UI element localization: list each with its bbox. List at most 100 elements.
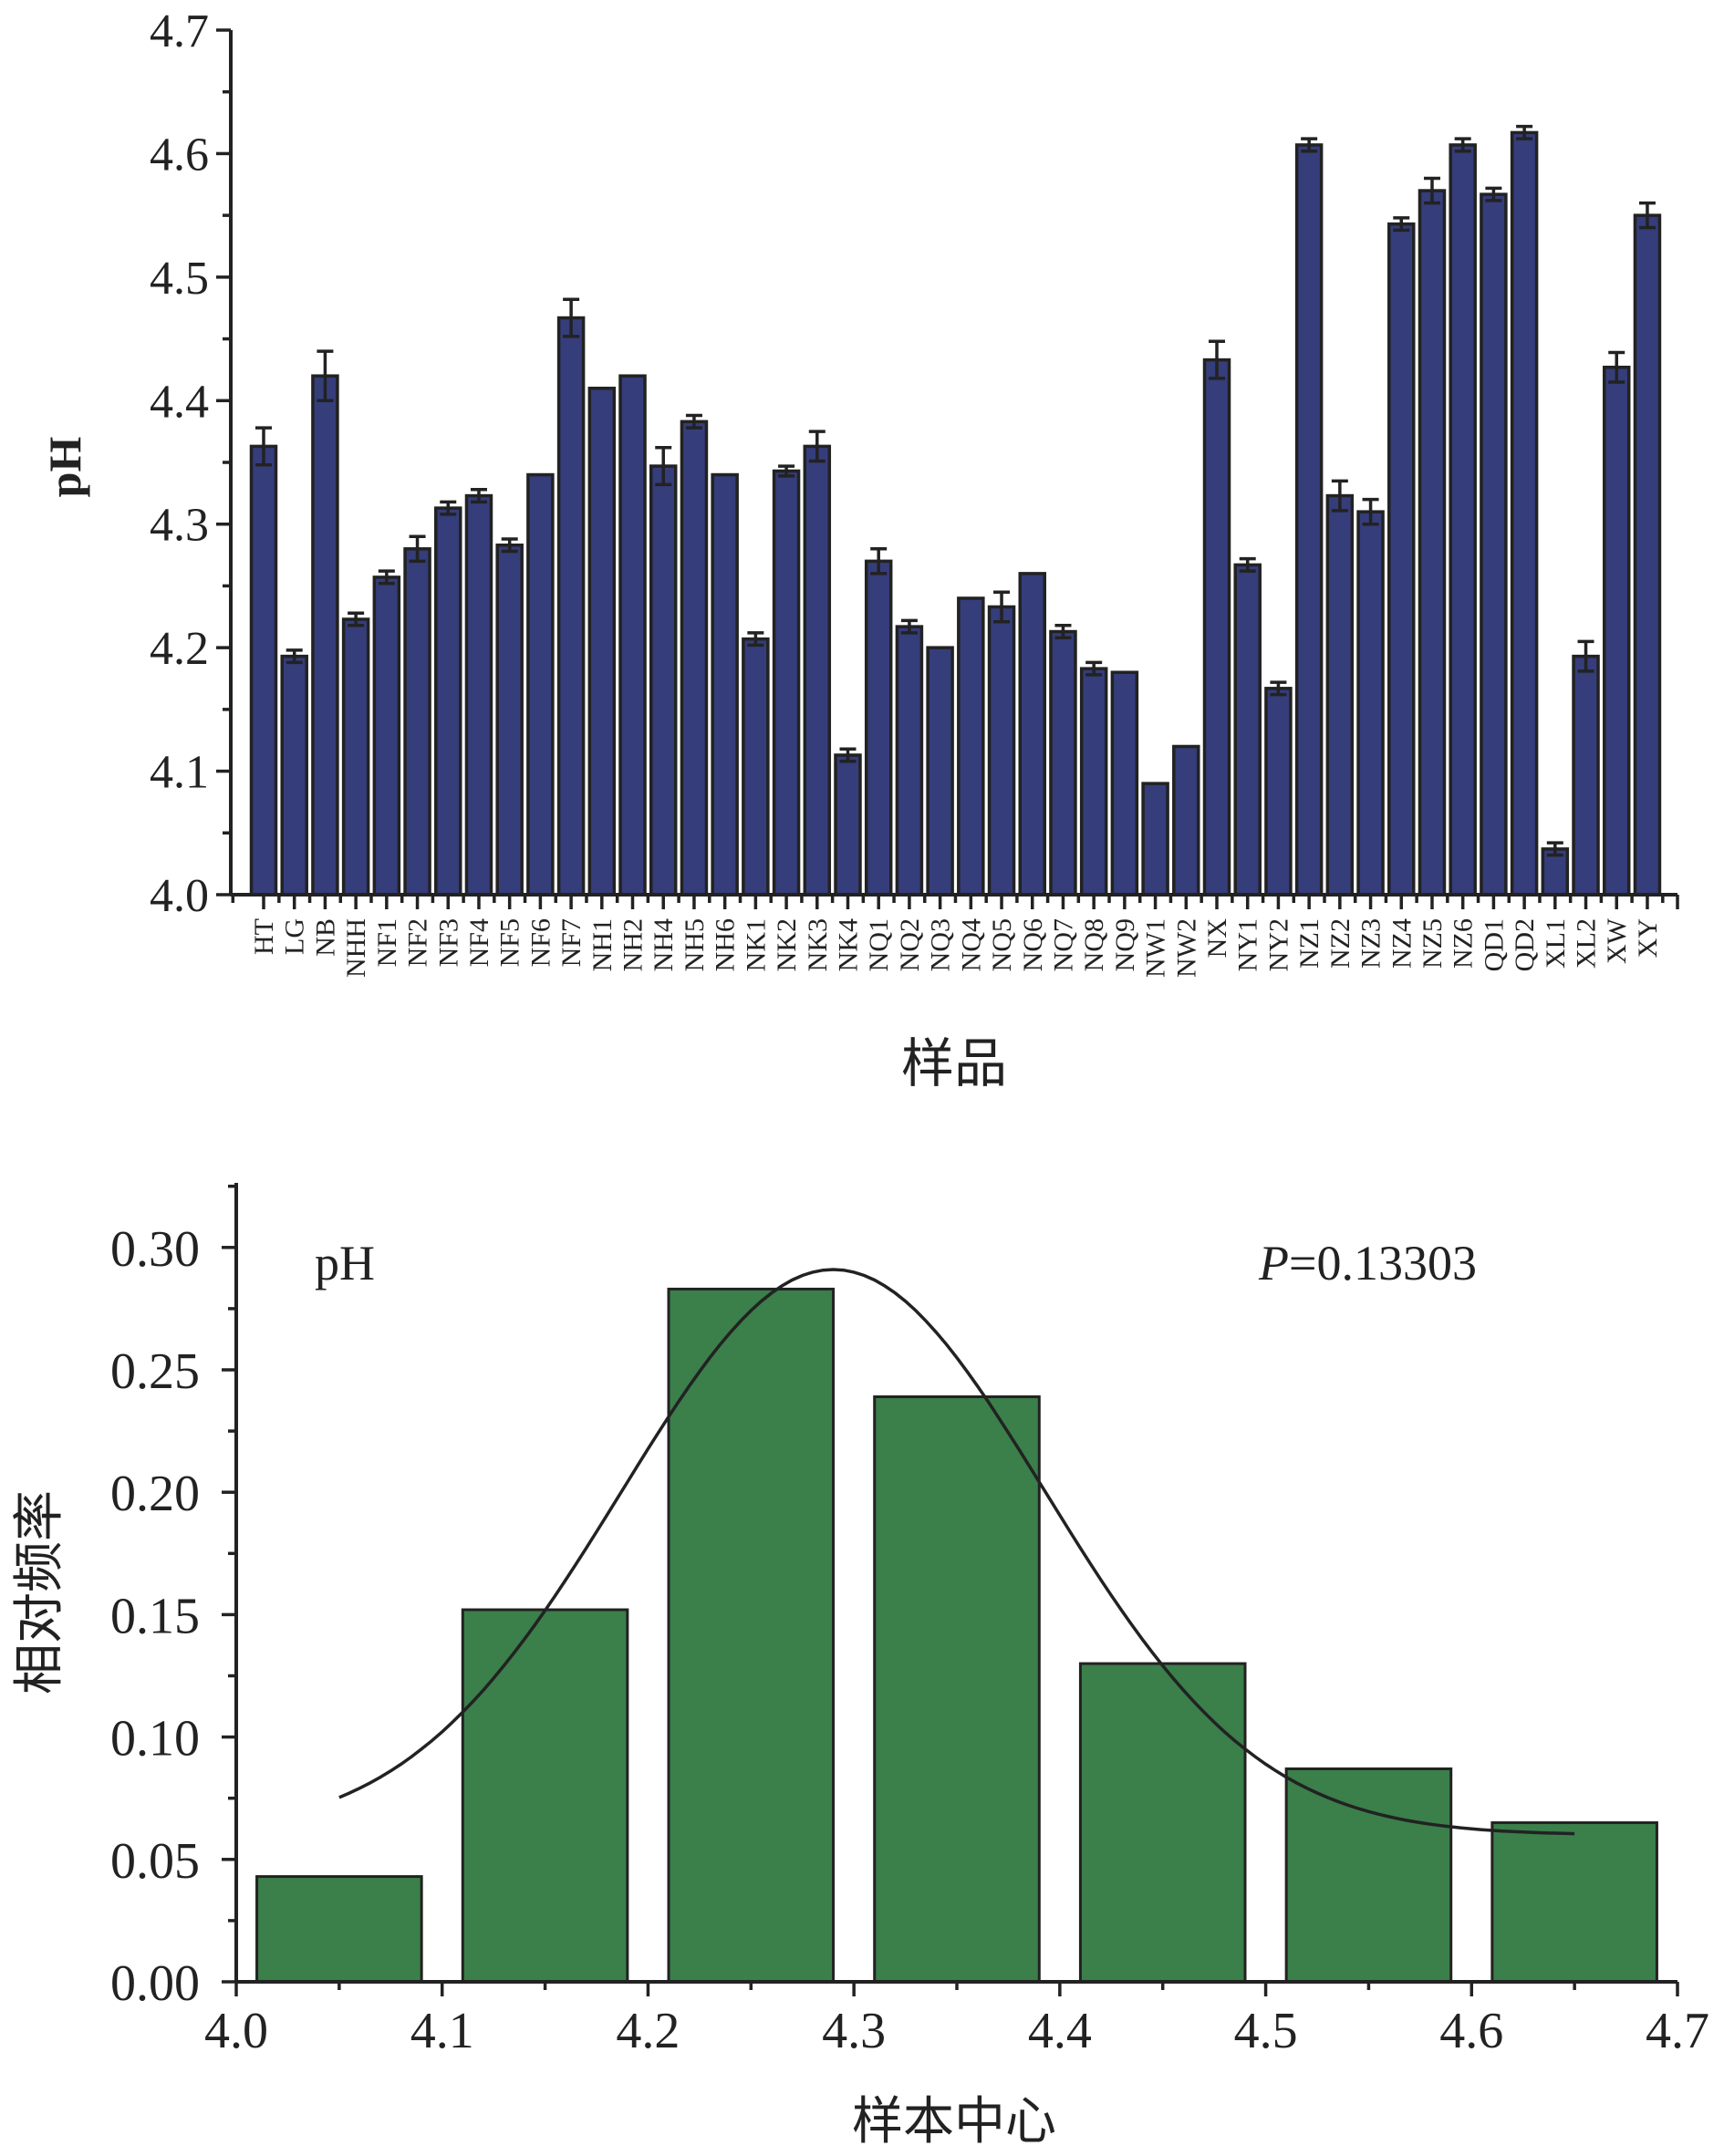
bar-QD1 (1480, 192, 1508, 897)
bar-NZ3 (1356, 510, 1385, 897)
bar-NQ4 (957, 596, 985, 897)
x-tick-label: 4.3 (822, 2003, 886, 2059)
x-tick-label: NX (1202, 918, 1232, 959)
histogram-bar (873, 1395, 1041, 1984)
bottom-y-axis-title: 相对频率 (12, 1490, 68, 1695)
x-tick-label: XY (1633, 918, 1663, 958)
ph-bar-chart: pH 样品 HT LG NB NHH NF1 NF2 NF3 NF4 NF5 NF6 NF7 NH1 N… (39, 5, 1679, 1094)
ph-histogram: 相对频率 样本中心 pH P=0.13303 4.0 4.1 4.2 4.3 4.4 4.… (12, 1183, 1709, 2151)
bar-NHH (341, 617, 370, 897)
bar-NF5 (495, 543, 524, 897)
y-tick-label: 0.00 (110, 1955, 200, 2012)
x-tick-label: HT (249, 918, 279, 955)
y-tick-label: 4.2 (150, 623, 209, 675)
x-tick-label: 4.6 (1439, 2003, 1503, 2059)
x-tick-label: XW (1602, 917, 1632, 964)
bar-NF6 (526, 472, 555, 897)
x-tick-label: NY2 (1263, 918, 1293, 971)
bar-NK1 (742, 637, 770, 897)
x-tick-label: LG (280, 918, 310, 955)
y-tick-label: 4.0 (150, 870, 209, 922)
x-tick-label: NY1 (1233, 918, 1263, 971)
x-tick-label: NH1 (587, 918, 618, 971)
y-tick-label: 4.4 (150, 376, 209, 428)
y-tick-label: 4.1 (150, 747, 209, 799)
x-tick-label: NZ2 (1325, 918, 1355, 969)
x-tick-label: 4.5 (1234, 2003, 1298, 2059)
bar-NQ7 (1049, 629, 1077, 897)
x-tick-label: NQ5 (987, 918, 1017, 971)
x-tick-label: 4.1 (410, 2003, 474, 2059)
x-tick-label: NW1 (1141, 918, 1171, 978)
bar-NK4 (834, 753, 862, 897)
bar-NQ1 (864, 559, 893, 897)
y-tick-label: 4.6 (150, 129, 209, 181)
x-tick-label: QD2 (1510, 918, 1540, 971)
x-tick-label: NF4 (464, 918, 494, 967)
bottom-x-axis-title: 样本中心 (852, 2094, 1056, 2151)
bar-NF7 (556, 316, 586, 897)
x-tick-label: NF1 (372, 918, 402, 967)
bar-NB (311, 374, 339, 897)
x-tick-label: NQ4 (956, 918, 986, 971)
bar-NZ2 (1325, 493, 1355, 897)
bar-NZ5 (1418, 189, 1447, 897)
x-tick-label: XL2 (1572, 918, 1602, 969)
y-tick-label: 0.30 (110, 1221, 200, 1278)
x-tick-label: NZ6 (1449, 918, 1479, 969)
x-tick-label: 4.7 (1646, 2003, 1709, 2059)
bar-NW1 (1141, 782, 1169, 897)
bar-NY1 (1233, 563, 1262, 897)
histogram-bar (461, 1608, 629, 1984)
x-tick-label: NQ7 (1048, 918, 1078, 971)
p-value: =0.13303 (1289, 1236, 1477, 1290)
x-tick-label: NQ9 (1110, 918, 1140, 971)
bar-XW (1602, 365, 1631, 897)
bar-NH5 (680, 420, 709, 897)
bar-NK2 (772, 469, 801, 897)
histogram-bar (1284, 1767, 1453, 1984)
y-tick-label: 0.25 (110, 1343, 200, 1400)
x-tick-label: QD1 (1479, 918, 1509, 971)
bar-XL2 (1572, 654, 1600, 897)
x-tick-label: NHH (341, 918, 371, 978)
histogram-bar (667, 1287, 836, 1984)
y-tick-label: 4.7 (150, 5, 209, 57)
x-tick-label: NW2 (1171, 918, 1201, 978)
bar-NH2 (618, 374, 647, 897)
bar-NY2 (1264, 687, 1293, 897)
bar-NH4 (649, 464, 678, 897)
x-tick-label: NF6 (525, 918, 556, 967)
y-tick-label: 0.10 (110, 1711, 200, 1767)
bar-NQ9 (1110, 670, 1139, 897)
bar-NQ2 (895, 625, 924, 897)
normal-fit-curve (338, 1268, 1575, 1836)
x-tick-label: NB (310, 918, 340, 957)
p-symbol: P (1258, 1236, 1289, 1290)
bar-NH6 (711, 472, 739, 897)
x-tick-label: NF3 (433, 918, 463, 967)
y-tick-label: 0.20 (110, 1466, 200, 1522)
x-tick-label: NK1 (741, 918, 771, 971)
x-tick-label: NK4 (833, 918, 863, 971)
x-tick-label: NZ5 (1418, 918, 1448, 969)
x-tick-label: NZ1 (1294, 918, 1324, 969)
bar-NQ8 (1079, 667, 1108, 897)
histogram-bar (255, 1875, 423, 1984)
x-tick-label: NF2 (403, 918, 433, 967)
x-tick-label: 4.4 (1028, 2003, 1092, 2059)
bar-HT (249, 444, 278, 897)
bar-NF4 (464, 493, 493, 897)
x-tick-label: NH4 (649, 918, 679, 971)
bar-NH1 (587, 386, 617, 897)
top-y-axis-title: pH (39, 437, 90, 498)
bar-NQ3 (926, 646, 954, 897)
bar-NK3 (803, 444, 832, 897)
y-tick-label: 4.5 (150, 253, 209, 305)
top-x-axis-title: 样品 (901, 1034, 1007, 1094)
x-tick-label: NQ2 (895, 918, 925, 971)
x-tick-label: NF7 (556, 918, 587, 967)
bar-LG (280, 654, 308, 897)
bar-XY (1633, 213, 1662, 897)
